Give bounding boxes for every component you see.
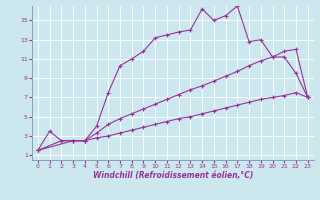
X-axis label: Windchill (Refroidissement éolien,°C): Windchill (Refroidissement éolien,°C) <box>92 171 253 180</box>
